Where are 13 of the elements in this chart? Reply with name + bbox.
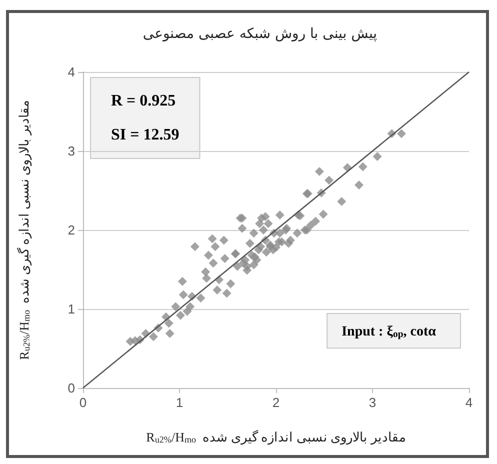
annotation: R = 0.925 bbox=[111, 92, 176, 110]
annotation: SI = 12.59 bbox=[111, 126, 180, 144]
x-tick-label: 1 bbox=[176, 395, 184, 410]
x-tick-label: 2 bbox=[272, 395, 280, 410]
x-tick-label: 0 bbox=[79, 395, 87, 410]
y-tick-label: 1 bbox=[68, 302, 75, 316]
y-tick-label: 3 bbox=[68, 144, 75, 158]
y-tick-label: 0 bbox=[68, 380, 75, 396]
y-tick-label: 4 bbox=[68, 64, 75, 80]
x-tick-label: 4 bbox=[465, 395, 473, 410]
chart-title: پیش بینی با روش شبکه عصبی مصنوعی bbox=[142, 26, 378, 42]
y-tick-label: 2 bbox=[68, 222, 75, 238]
x-tick-label: 3 bbox=[368, 395, 376, 410]
